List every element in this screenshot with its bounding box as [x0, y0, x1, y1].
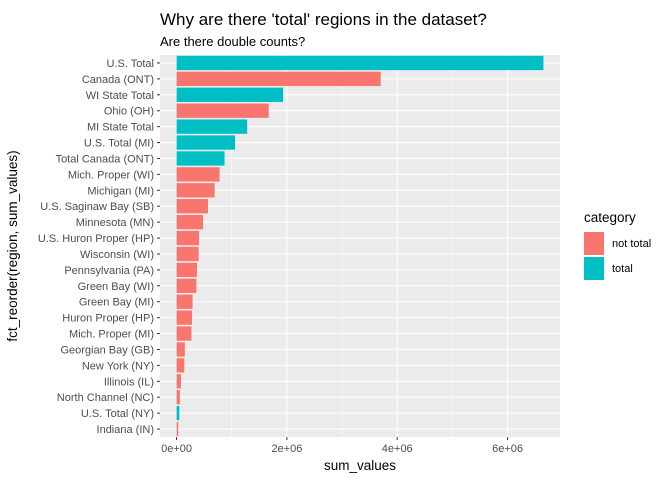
x-tick-label: 4e+06 [382, 443, 413, 455]
bars [176, 55, 544, 437]
legend-swatch-total [584, 257, 604, 280]
bar [176, 103, 269, 118]
bar [176, 199, 208, 214]
y-tick-label: Green Bay (MI) [79, 297, 154, 309]
y-tick-label: Mich. Proper (WI) [68, 169, 154, 181]
legend-label-not-total: not total [612, 238, 651, 250]
chart-title: Why are there 'total' regions in the dat… [160, 10, 487, 29]
y-tick-label: Pennsylvania (PA) [64, 265, 154, 277]
bar [176, 294, 193, 309]
bar [176, 262, 197, 278]
y-tick-label: U.S. Total (MI) [84, 138, 154, 150]
bar [176, 390, 180, 405]
y-axis-title: fct_reorder(region, sum_values) [5, 150, 20, 341]
bar [176, 374, 181, 389]
y-tick-label: Mich. Proper (MI) [69, 329, 154, 341]
y-tick-label: Total Canada (ONT) [56, 153, 154, 165]
y-tick-label: Georgian Bay (GB) [60, 344, 154, 356]
y-tick-label: Canada (ONT) [82, 74, 154, 86]
y-tick-label: Michigan (MI) [87, 185, 154, 197]
x-tick-label: 2e+06 [271, 443, 302, 455]
y-tick-label: Ohio (OH) [104, 106, 154, 118]
y-tick-label: U.S. Huron Proper (HP) [38, 233, 154, 245]
y-tick-label: Wisconsin (WI) [80, 249, 154, 261]
bar [176, 167, 220, 182]
y-tick-label: U.S. Total [107, 58, 155, 70]
y-tick-label: U.S. Saginaw Bay (SB) [40, 201, 154, 213]
x-axis-title: sum_values [324, 458, 396, 473]
bar [176, 358, 185, 373]
bar [176, 151, 225, 166]
y-axis: U.S. Total Canada (ONT) WI State Total Ohio… [38, 58, 160, 436]
y-tick-label: Green Bay (WI) [78, 281, 154, 293]
y-tick-label: Indiana (IN) [97, 424, 154, 436]
plot-panel [160, 55, 560, 437]
bar [176, 342, 185, 357]
bar [176, 135, 236, 150]
x-axis: 0e+00 2e+06 4e+06 6e+06 [161, 437, 523, 455]
bar [176, 326, 192, 341]
legend-title: category [584, 210, 636, 225]
bar [176, 55, 544, 71]
bar [176, 214, 204, 230]
x-tick-label: 0e+00 [161, 443, 192, 455]
bar [176, 405, 180, 421]
y-tick-label: Illinois (IL) [104, 376, 154, 388]
y-tick-label: New York (NY) [82, 360, 154, 372]
minor-gridlines [231, 55, 453, 437]
legend-label-total: total [612, 263, 633, 275]
bar [176, 87, 284, 102]
y-tick-label: North Channel (NC) [57, 392, 154, 404]
chart-subtitle: Are there double counts? [160, 34, 305, 49]
bar [176, 119, 248, 134]
bar [176, 278, 197, 293]
y-tick-label: U.S. Total (NY) [81, 408, 154, 420]
bar [176, 246, 199, 262]
y-tick-label: Minnesota (MN) [76, 217, 154, 229]
bar [176, 310, 192, 325]
y-tick-label: WI State Total [86, 90, 154, 102]
bar [176, 230, 200, 246]
legend-swatch-not-total [584, 232, 604, 255]
bar [176, 183, 215, 198]
x-tick-label: 6e+06 [492, 443, 523, 455]
y-tick-label: MI State Total [87, 122, 154, 134]
bar [176, 421, 179, 437]
bar [176, 71, 381, 87]
legend: category not total total [584, 210, 651, 280]
y-tick-label: Huron Proper (HP) [62, 313, 154, 325]
